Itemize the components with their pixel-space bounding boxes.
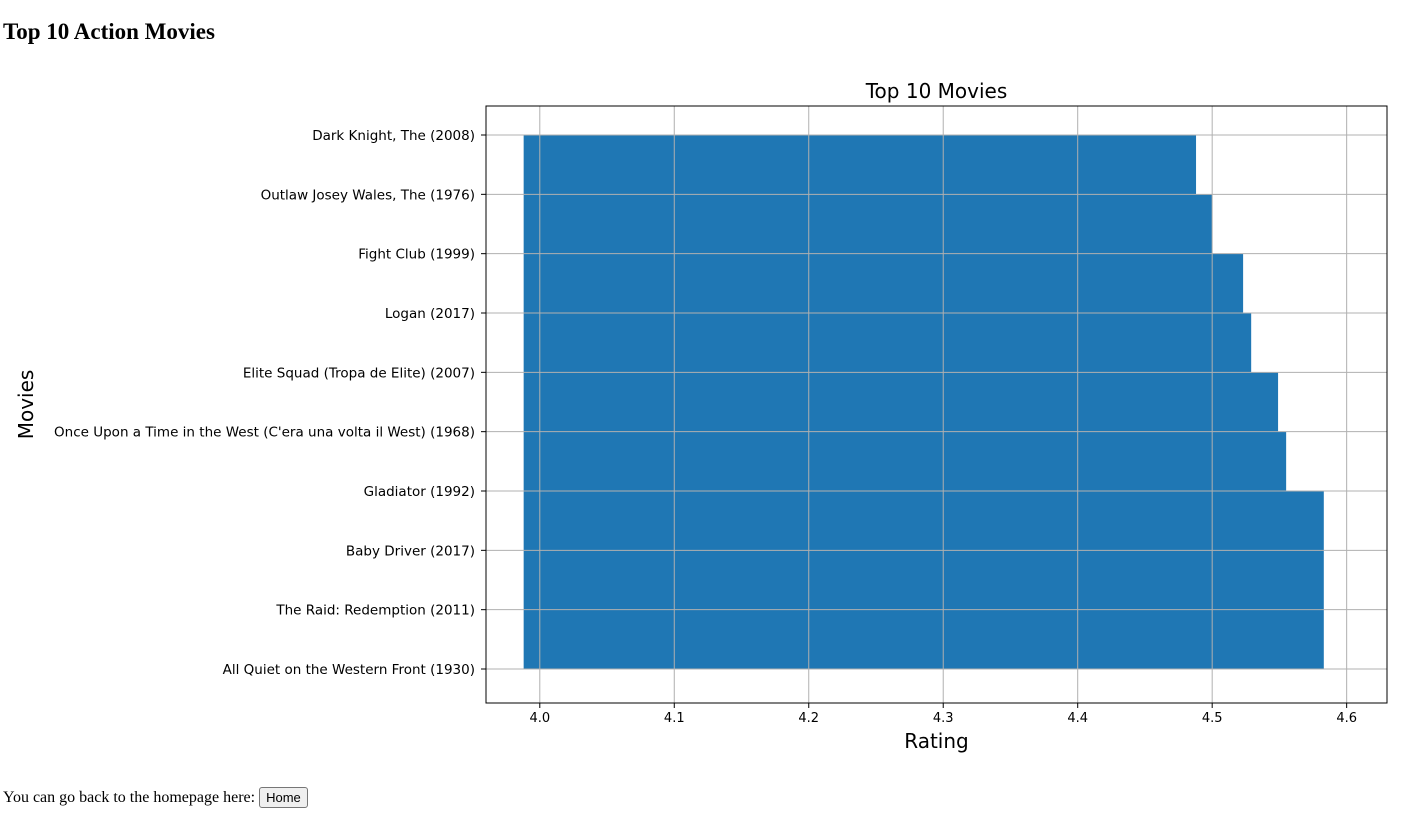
x-tick-label: 4.2 [798, 711, 819, 726]
bar [523, 491, 1324, 551]
y-tick-label: Logan (2017) [385, 306, 475, 322]
bar [523, 372, 1279, 432]
bar [523, 431, 1287, 491]
x-tick-label: 4.5 [1202, 711, 1223, 726]
page-title: Top 10 Action Movies [3, 19, 215, 44]
y-tick-label: Outlaw Josey Wales, The (1976) [261, 187, 475, 203]
y-tick-label: Once Upon a Time in the West (C'era una … [54, 425, 475, 441]
x-tick-label: 4.3 [933, 711, 954, 726]
bar [523, 253, 1244, 313]
y-tick-label: Fight Club (1999) [358, 247, 475, 263]
plot-frame [485, 105, 1388, 704]
x-tick-label: 4.4 [1067, 711, 1088, 726]
x-tick-label: 4.0 [529, 711, 550, 726]
bar [523, 313, 1252, 373]
bar [523, 550, 1324, 610]
y-axis-label: Movies [14, 370, 38, 440]
footer: You can go back to the homepage here: Ho… [3, 787, 308, 808]
chart-container: 4.0 4.1 4.2 4.3 4.4 4.5 4.6 Dark Knight, The (2… [0, 72, 1411, 762]
x-axis-label: Rating [904, 729, 968, 753]
x-tick-label: 4.6 [1336, 711, 1357, 726]
y-tick-label: Gladiator (1992) [364, 484, 475, 500]
home-button[interactable]: Home [259, 787, 308, 808]
bar [523, 609, 1324, 669]
bar [523, 135, 1197, 195]
bar-chart: 4.0 4.1 4.2 4.3 4.4 4.5 4.6 Dark Knight, The (2… [14, 79, 1388, 753]
footer-text: You can go back to the homepage here: [3, 788, 256, 806]
y-tick-label: Elite Squad (Tropa de Elite) (2007) [243, 365, 475, 381]
y-tick-label: All Quiet on the Western Front (1930) [223, 662, 475, 678]
bar [523, 194, 1213, 254]
y-tick-label: The Raid: Redemption (2011) [275, 603, 475, 619]
x-tick-label: 4.1 [664, 711, 685, 726]
y-tick-label: Baby Driver (2017) [346, 543, 475, 559]
chart-title: Top 10 Movies [865, 79, 1008, 103]
y-tick-label: Dark Knight, The (2008) [312, 128, 475, 144]
